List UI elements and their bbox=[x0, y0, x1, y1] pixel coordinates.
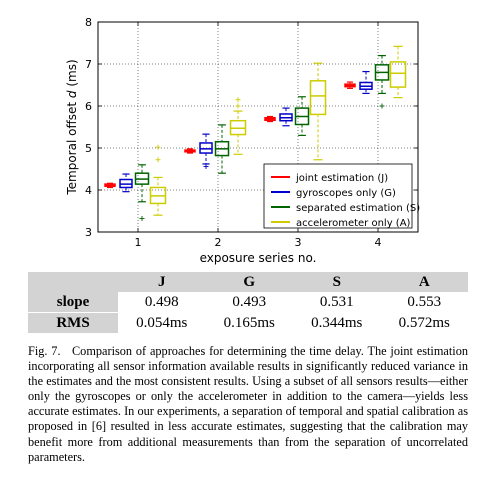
legend-label: joint estimation (J) bbox=[295, 173, 388, 184]
results-table: J G S A slope 0.498 0.493 0.531 0.553 RM… bbox=[28, 272, 468, 333]
table-cell: 0.531 bbox=[293, 292, 381, 313]
box-mark bbox=[344, 81, 356, 89]
table-cell: 0.493 bbox=[205, 292, 293, 313]
y-tick-label: 3 bbox=[85, 226, 92, 239]
box-mark bbox=[279, 107, 293, 127]
axis-ticks: 3 4 5 6 7 8 1 2 3 4 bbox=[85, 16, 418, 249]
table-cell: 0.344ms bbox=[311, 314, 363, 331]
box-mark bbox=[359, 70, 373, 95]
box-mark bbox=[264, 115, 276, 123]
table-header-row: J G S A bbox=[28, 272, 468, 292]
y-tick-label: 8 bbox=[85, 16, 92, 29]
table-header-cell: J bbox=[118, 272, 206, 292]
table-header-cell: S bbox=[293, 272, 381, 292]
box-mark bbox=[104, 182, 116, 189]
box-mark bbox=[199, 133, 213, 169]
table-header-cell: A bbox=[380, 272, 468, 292]
x-axis-label: exposure series no. bbox=[200, 251, 317, 265]
box-mark bbox=[309, 62, 327, 161]
x-tick-label: 2 bbox=[215, 236, 222, 249]
row-label: slope bbox=[28, 292, 118, 313]
box-mark bbox=[149, 144, 167, 216]
chart-legend: joint estimation (J) gyroscopes only (G) s… bbox=[263, 163, 420, 229]
box-body bbox=[199, 142, 213, 154]
table-cell: 0.165ms bbox=[223, 314, 275, 331]
x-tick-label: 3 bbox=[295, 236, 302, 249]
box-body bbox=[309, 80, 327, 116]
series-2-boxes bbox=[119, 70, 373, 193]
legend-label: accelerometer only (A) bbox=[296, 218, 411, 229]
box-body bbox=[389, 61, 407, 88]
box-mark bbox=[294, 96, 310, 136]
box-series-layer bbox=[104, 45, 407, 222]
series-1-boxes bbox=[104, 81, 356, 189]
table-cell: 0.553 bbox=[380, 292, 468, 313]
box-mark bbox=[184, 148, 196, 154]
y-axis-label: Temporal offset d (ms) bbox=[65, 59, 79, 195]
table-cell: 0.498 bbox=[118, 292, 206, 313]
legend-frame bbox=[263, 163, 413, 229]
box-mark bbox=[214, 124, 230, 174]
box-mark bbox=[134, 164, 150, 222]
legend-label: gyroscopes only (G) bbox=[296, 188, 396, 199]
legend-label: separated estimation (S) bbox=[296, 203, 420, 214]
table-cell: 0.572ms bbox=[398, 314, 450, 331]
x-tick-label: 1 bbox=[135, 236, 142, 249]
series-3-boxes bbox=[134, 54, 390, 222]
caption-text: Comparison of approaches for determining… bbox=[28, 344, 468, 464]
table-header-cell: G bbox=[205, 272, 293, 292]
figure-caption: Fig. 7. Comparison of approaches for det… bbox=[28, 344, 468, 465]
box-mark bbox=[389, 45, 407, 99]
y-tick-label: 6 bbox=[85, 100, 92, 113]
y-tick-label: 5 bbox=[85, 142, 92, 155]
plot-frame bbox=[97, 21, 419, 233]
box-mark bbox=[229, 97, 247, 155]
table-header-cell bbox=[28, 272, 118, 292]
box-mark bbox=[374, 54, 390, 109]
y-tick-label: 4 bbox=[85, 184, 92, 197]
y-tick-label: 7 bbox=[85, 58, 92, 71]
row-label: RMS bbox=[28, 312, 118, 333]
table-row: slope 0.498 0.493 0.531 0.553 bbox=[28, 292, 468, 313]
figure-label: Fig. 7. bbox=[28, 344, 61, 358]
table-cell: 0.054ms bbox=[136, 314, 188, 331]
box-mark bbox=[119, 173, 133, 193]
box-plot-chart: 3 4 5 6 7 8 1 2 3 4 exposure series no. Temporal … bbox=[65, 16, 420, 265]
x-tick-label: 4 bbox=[375, 236, 382, 249]
series-4-boxes bbox=[149, 45, 407, 216]
table-row: RMS 0.054ms 0.165ms 0.344ms 0.572ms bbox=[28, 312, 468, 333]
